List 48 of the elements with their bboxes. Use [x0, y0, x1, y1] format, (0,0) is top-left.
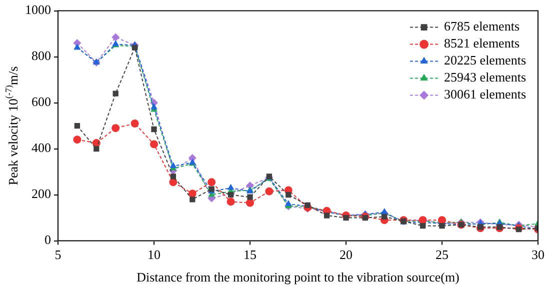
legend-label: 30061 elements: [444, 86, 526, 102]
point: [343, 214, 349, 221]
point: [284, 200, 292, 206]
point: [151, 126, 157, 132]
point: [112, 90, 118, 96]
point: [170, 174, 176, 180]
y-tick-label: 1000: [25, 2, 51, 18]
legend-label: 8521 elements: [444, 36, 520, 51]
y-tick-label: 800: [32, 48, 51, 64]
legend-label: 20225 elements: [444, 52, 526, 68]
point: [169, 178, 178, 186]
point: [208, 178, 216, 186]
point: [130, 120, 139, 128]
point: [150, 103, 158, 110]
point: [478, 224, 484, 230]
x-axis-title: Distance from the monitoring point to the vibration source(m): [136, 270, 460, 285]
legend-label: 25943 elements: [444, 70, 526, 85]
x-tick-label: 20: [340, 247, 352, 262]
x-tick-label: 25: [436, 247, 448, 262]
point: [439, 223, 445, 229]
point: [74, 122, 80, 129]
point: [265, 187, 274, 196]
point: [150, 140, 158, 148]
point: [132, 44, 138, 50]
point: [226, 198, 235, 206]
x-tick-label: 15: [244, 247, 256, 262]
y-tick-label: 600: [32, 94, 51, 110]
point: [286, 192, 292, 198]
point: [190, 196, 196, 202]
point: [246, 198, 254, 207]
y-axis-title: Peak velocity 10(-7)m/s: [3, 66, 20, 186]
point: [73, 136, 82, 144]
x-tick-label: 5: [54, 247, 62, 262]
point: [94, 146, 100, 152]
y-tick-label: 400: [32, 140, 51, 156]
x-tick-label: 30: [532, 247, 544, 262]
point: [227, 184, 234, 190]
point: [112, 33, 120, 42]
point: [496, 224, 502, 230]
point: [382, 214, 388, 220]
x-tick-label: 10: [148, 247, 160, 262]
point: [112, 124, 120, 132]
y-tick-label: 0: [44, 232, 51, 248]
legend-label: 6785 elements: [444, 18, 520, 34]
point: [324, 212, 330, 218]
point: [420, 223, 426, 229]
point: [247, 194, 253, 200]
y-tick-label: 200: [32, 186, 51, 202]
